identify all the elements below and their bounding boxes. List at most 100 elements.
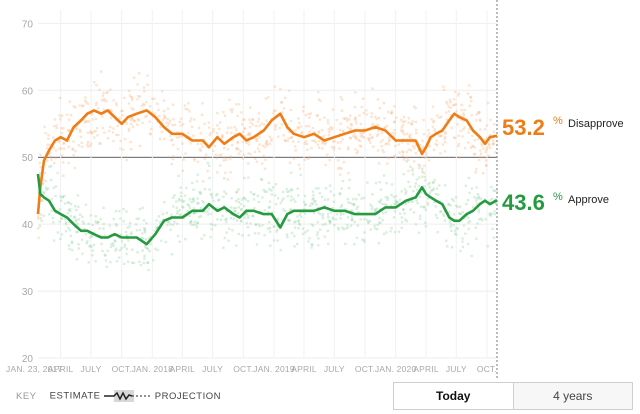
poll-dot: [477, 208, 481, 211]
poll-dot: [90, 234, 93, 237]
poll-dot: [401, 120, 405, 124]
poll-dot: [297, 219, 301, 222]
poll-dot: [272, 239, 276, 242]
poll-dot: [341, 129, 345, 133]
poll-dot: [359, 122, 363, 126]
poll-dot: [248, 132, 251, 135]
poll-dot: [405, 156, 408, 160]
poll-dot: [388, 138, 391, 141]
poll-dot: [362, 131, 366, 134]
poll-dot: [177, 197, 181, 201]
poll-dot: [445, 118, 449, 121]
poll-dot: [263, 145, 267, 149]
poll-dot: [198, 148, 202, 151]
poll-dot: [408, 135, 411, 138]
poll-dot: [60, 114, 64, 117]
poll-dot: [40, 198, 44, 202]
poll-dot: [274, 123, 277, 127]
poll-dot: [273, 194, 277, 197]
four-years-button[interactable]: 4 years: [513, 383, 632, 409]
poll-dot: [374, 115, 377, 118]
poll-dot: [135, 229, 139, 232]
poll-dot: [349, 201, 352, 205]
poll-dot: [476, 222, 479, 225]
poll-dot: [45, 188, 48, 192]
poll-dot: [449, 100, 452, 104]
poll-dot: [166, 117, 169, 121]
poll-dot: [67, 208, 71, 212]
poll-dot: [57, 140, 61, 144]
poll-dot: [235, 244, 238, 247]
poll-dot: [223, 190, 226, 193]
poll-dot: [349, 136, 352, 139]
poll-dot: [379, 188, 383, 191]
poll-dot: [308, 130, 311, 133]
x-tick-label: JAN. 23, 2017: [6, 364, 63, 374]
poll-dot: [87, 261, 90, 264]
poll-dot: [449, 114, 453, 117]
poll-dot: [103, 97, 106, 101]
poll-dot: [276, 225, 280, 228]
poll-dot: [453, 103, 456, 107]
poll-dot: [467, 221, 470, 224]
poll-dot: [433, 128, 436, 131]
poll-dot: [206, 213, 210, 216]
today-button[interactable]: Today: [394, 383, 514, 409]
poll-dot: [420, 205, 423, 208]
poll-dot: [184, 107, 187, 111]
poll-dot: [400, 220, 404, 224]
poll-dot: [129, 140, 132, 144]
poll-dot: [193, 118, 196, 121]
poll-dot: [352, 198, 355, 201]
poll-dot: [385, 142, 389, 145]
poll-dot: [199, 132, 203, 135]
poll-dot: [350, 213, 354, 217]
poll-dot: [480, 142, 483, 145]
poll-dot: [218, 153, 221, 157]
poll-dot: [211, 223, 214, 227]
poll-dot: [314, 199, 317, 203]
poll-dot: [470, 254, 473, 258]
poll-dot: [232, 206, 235, 210]
poll-dot: [370, 136, 373, 139]
poll-dot: [234, 209, 237, 213]
poll-dot: [270, 189, 273, 192]
poll-dot: [421, 139, 424, 142]
poll-dot: [125, 122, 128, 125]
poll-dot: [49, 178, 53, 182]
poll-dot: [327, 219, 331, 222]
poll-dot: [369, 228, 372, 231]
poll-dot: [380, 131, 384, 134]
poll-dot: [188, 206, 192, 210]
poll-dot: [256, 120, 260, 123]
poll-dot: [137, 95, 140, 98]
poll-dot: [149, 235, 152, 239]
poll-dot: [126, 260, 130, 263]
poll-dot: [354, 119, 357, 122]
poll-dot: [484, 150, 487, 154]
poll-dot: [132, 119, 136, 123]
poll-dot: [62, 142, 66, 145]
poll-dot: [491, 227, 494, 231]
poll-dot: [94, 220, 97, 223]
poll-dot: [284, 139, 287, 143]
poll-dot: [178, 120, 182, 124]
poll-dot: [246, 200, 250, 203]
poll-dot: [293, 221, 296, 224]
poll-dot: [269, 244, 272, 248]
poll-dot: [109, 260, 112, 264]
poll-dot: [414, 120, 417, 124]
poll-dot: [189, 221, 192, 224]
poll-dot: [378, 216, 381, 220]
poll-dot: [335, 118, 339, 122]
poll-dot: [456, 123, 459, 126]
poll-dot: [468, 220, 472, 223]
poll-dot: [294, 145, 297, 148]
poll-dot: [158, 114, 161, 118]
poll-dot: [186, 203, 190, 206]
poll-dot: [457, 142, 461, 146]
poll-dot: [170, 138, 173, 141]
poll-dot: [353, 117, 357, 121]
poll-dot: [425, 154, 428, 157]
poll-dot: [129, 232, 133, 236]
